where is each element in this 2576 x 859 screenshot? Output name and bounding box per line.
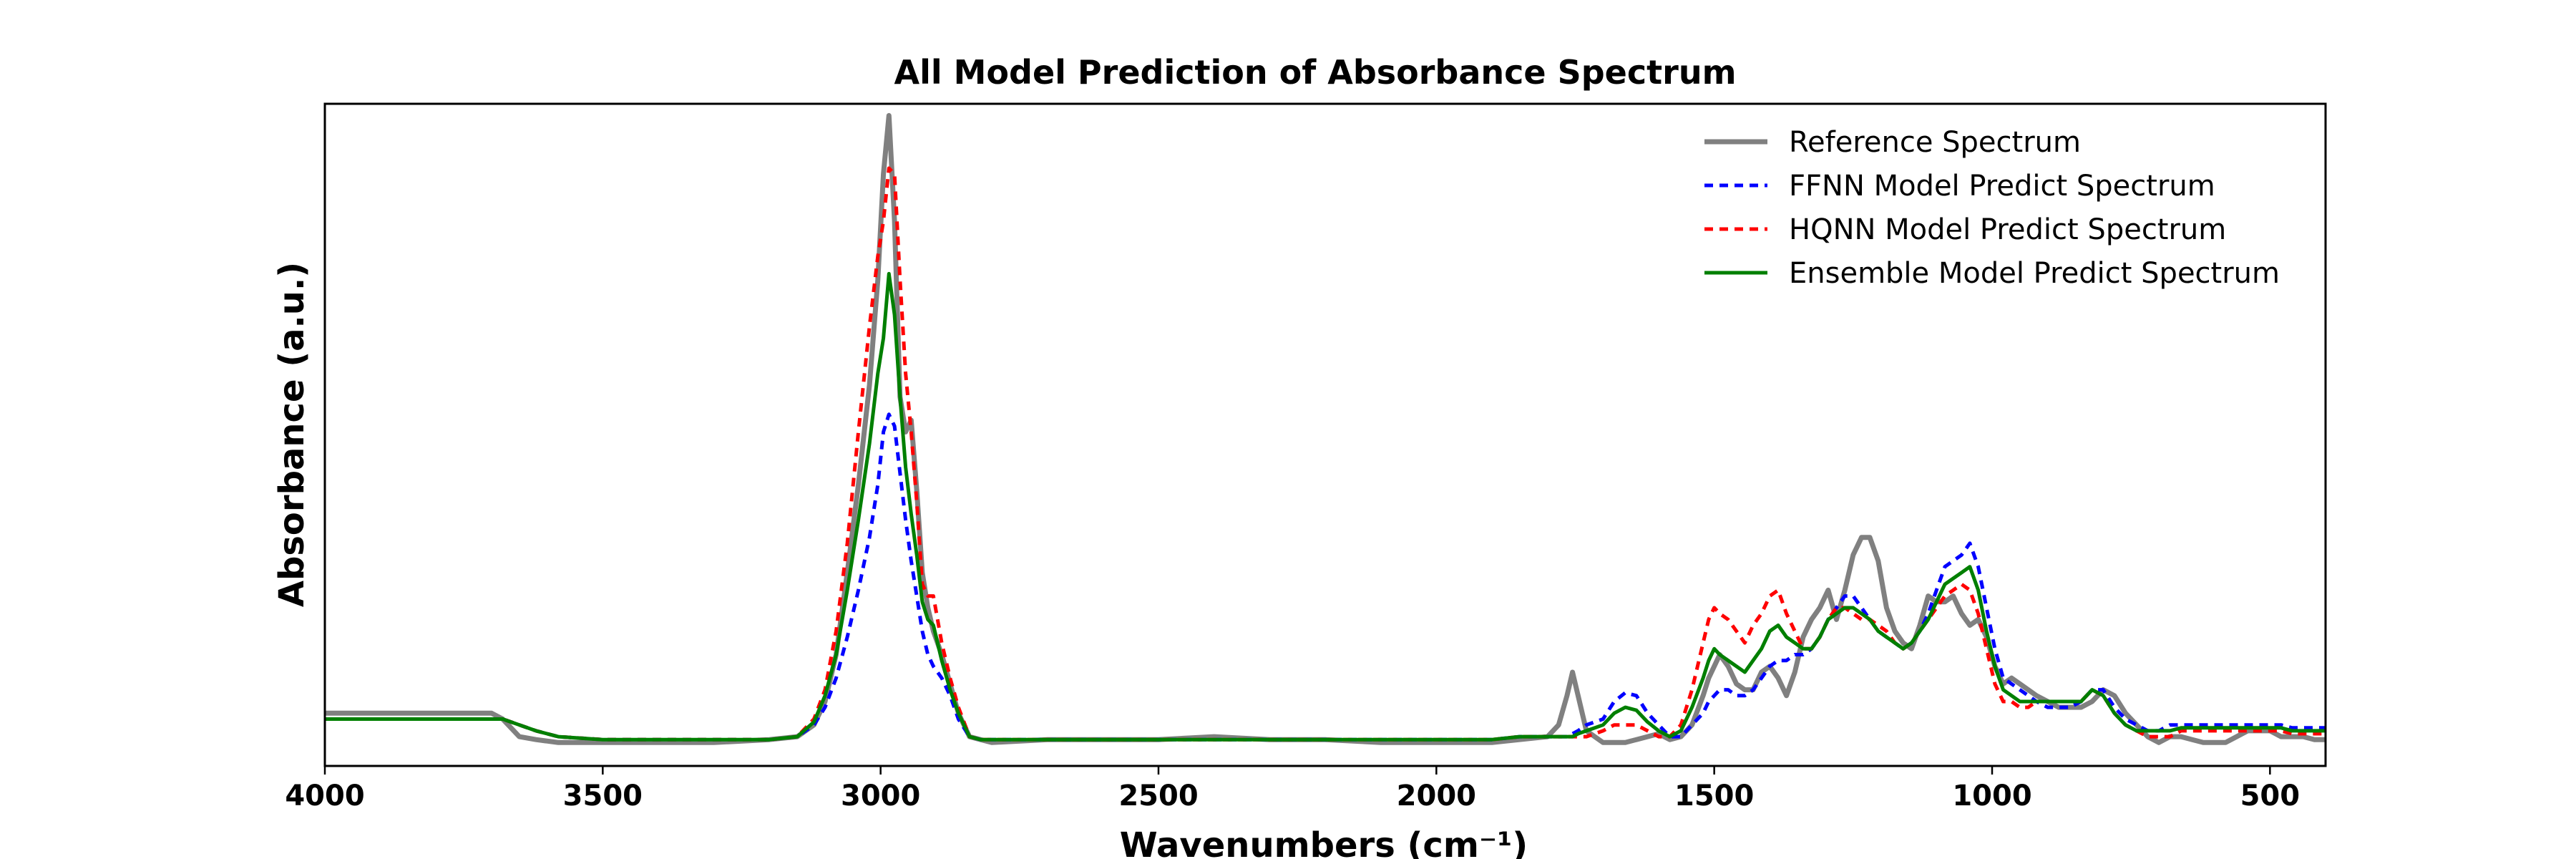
series-line-hqnn-model-predict-spectrum	[325, 166, 2326, 742]
x-tick-label: 500	[2240, 780, 2301, 812]
x-tick-label: 3000	[841, 780, 920, 812]
legend-label-reference-spectrum: Reference Spectrum	[1789, 126, 2081, 159]
x-tick-label: 4000	[285, 780, 364, 812]
x-tick-label: 3500	[563, 780, 643, 812]
x-tick-label: 2000	[1397, 780, 1476, 812]
series-line-ensemble-model-predict-spectrum	[325, 271, 2326, 742]
x-tick-label: 1500	[1674, 780, 1754, 812]
series-layer	[325, 112, 2326, 745]
legend-label-ffnn-model-predict-spectrum: FFNN Model Predict Spectrum	[1789, 170, 2215, 203]
x-tick-label: 2500	[1118, 780, 1198, 812]
legend-label-hqnn-model-predict-spectrum: HQNN Model Predict Spectrum	[1789, 213, 2226, 246]
legend-label-ensemble-model-predict-spectrum: Ensemble Model Predict Spectrum	[1789, 257, 2280, 290]
y-axis-label: Absorbance (a.u.)	[272, 262, 312, 607]
x-axis-label: Wavenumbers (cm⁻¹)	[1120, 825, 1528, 859]
legend: Reference Spectrum FFNN Model Predict Spe…	[1704, 126, 2280, 290]
plot-frame	[323, 102, 2327, 767]
x-axis-ticks: 4000 3500 3000 2500 2000 1500 1000 500	[285, 766, 2300, 812]
x-tick-label: 1000	[1952, 780, 2031, 812]
plot-area	[325, 112, 2326, 745]
series-line-reference-spectrum	[325, 112, 2326, 745]
chart-title: All Model Prediction of Absorbance Spect…	[894, 53, 1736, 92]
